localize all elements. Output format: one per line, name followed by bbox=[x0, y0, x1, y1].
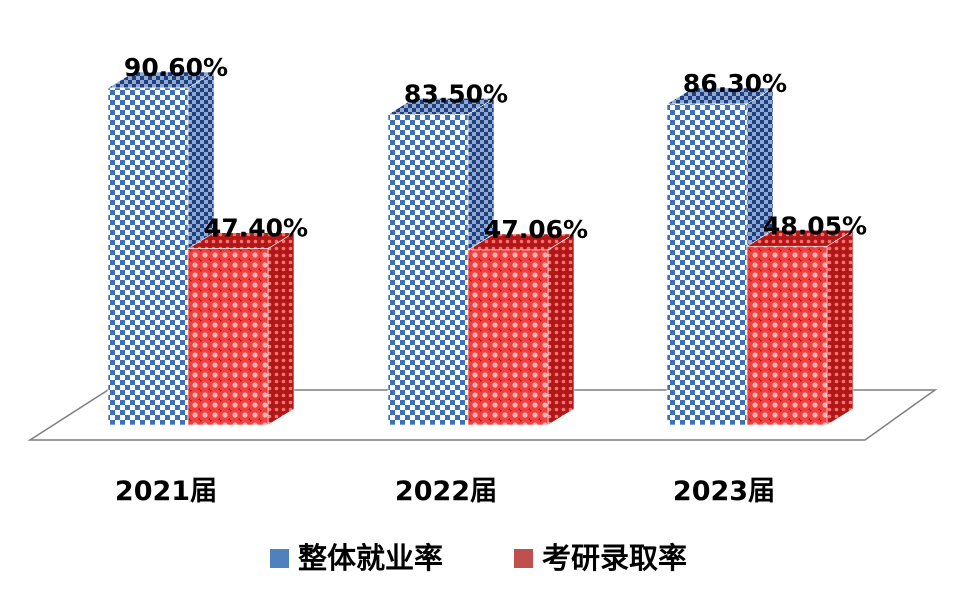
bar-side-face bbox=[547, 233, 575, 426]
bar-front-face bbox=[107, 87, 189, 426]
bar-front-face bbox=[187, 248, 269, 426]
bar-side-face bbox=[826, 229, 854, 426]
bars-layer bbox=[106, 71, 855, 426]
legend-label: 考研录取率 bbox=[542, 541, 687, 575]
legend-swatch bbox=[270, 549, 289, 568]
bar-side-face bbox=[267, 232, 295, 426]
legend-swatch bbox=[514, 549, 533, 568]
data-label: 47.06% bbox=[484, 215, 588, 244]
x-tick-label: 2023届 bbox=[673, 476, 775, 507]
bar-front-face bbox=[387, 114, 469, 426]
bar-front-face bbox=[746, 245, 828, 426]
data-label: 83.50% bbox=[404, 79, 508, 108]
legend: 整体就业率 考研录取率 bbox=[270, 541, 687, 575]
data-label: 48.05% bbox=[763, 211, 867, 240]
bar-admission-0 bbox=[186, 232, 296, 426]
bar-admission-1 bbox=[466, 233, 576, 426]
bar-front-face bbox=[467, 249, 549, 426]
bar-admission-2 bbox=[745, 229, 855, 426]
data-label: 86.30% bbox=[683, 69, 787, 98]
x-tick-label: 2021届 bbox=[115, 476, 217, 507]
labels-layer: 90.60% 47.40% 2021届 83.50% 47.06% 2022届 86.30%… bbox=[115, 53, 867, 507]
data-label: 90.60% bbox=[124, 53, 228, 82]
data-label: 47.40% bbox=[204, 214, 308, 243]
bar-front-face bbox=[666, 103, 748, 426]
legend-label: 整体就业率 bbox=[298, 541, 443, 575]
x-tick-label: 2022届 bbox=[395, 476, 497, 507]
